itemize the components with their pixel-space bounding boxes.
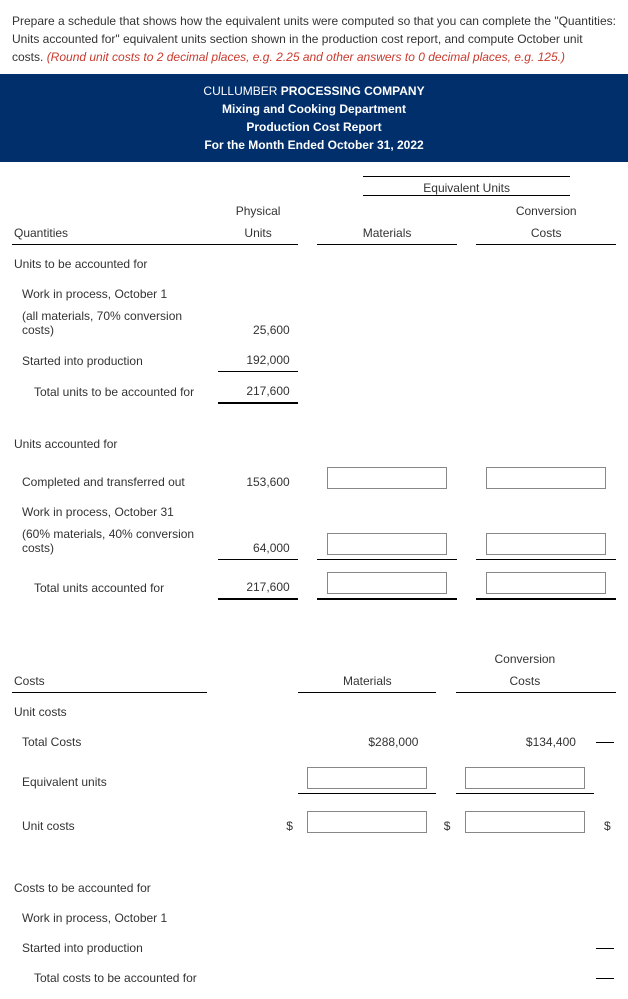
costs-hdr: Costs <box>12 670 207 693</box>
row-started-prod-c: Started into production <box>12 937 207 959</box>
row-total-costs: Total Costs <box>12 731 207 753</box>
input-total-mat[interactable] <box>327 572 447 594</box>
physical-hdr-1: Physical <box>218 200 297 222</box>
row-equiv-units: Equivalent units <box>12 763 207 794</box>
dollar-1: $ <box>286 819 296 833</box>
header-line3: Production Cost Report <box>246 120 381 134</box>
dash-2 <box>596 948 614 949</box>
row-wip-oct1-a: Work in process, October 1 <box>12 283 218 305</box>
row-total-costs-acct: Total costs to be accounted for <box>12 967 207 989</box>
report-header: CULLUMBER PROCESSING COMPANY Mixing and … <box>0 74 628 162</box>
row-wip-oct31-b: (60% materials, 40% conversion costs) <box>12 523 218 559</box>
row-total-units-to-acct: Total units to be accounted for <box>12 380 218 403</box>
row-total-units-acct-for: Total units accounted for <box>12 568 218 599</box>
val-wip-oct31: 64,000 <box>218 523 297 559</box>
row-units-to-be-acct: Units to be accounted for <box>12 253 218 275</box>
input-total-conv[interactable] <box>486 572 606 594</box>
materials-hdr: Materials <box>317 222 457 245</box>
company-bold: PROCESSING COMPANY <box>281 84 425 98</box>
quantities-table: Equivalent Units Physical Conversion Qua… <box>12 172 616 600</box>
conv-hdr-c1: Conversion <box>456 648 594 670</box>
row-wip-oct1-b: (all materials, 70% conversion costs) <box>12 305 218 341</box>
row-unit-costs-2: Unit costs <box>12 807 207 837</box>
row-completed-out: Completed and transferred out <box>12 463 218 493</box>
input-wip31-conv[interactable] <box>486 533 606 555</box>
header-line2: Mixing and Cooking Department <box>222 102 406 116</box>
row-started-prod: Started into production <box>12 349 218 372</box>
row-units-acct-for: Units accounted for <box>12 433 218 455</box>
costs-table: Conversion Costs Materials Costs Unit co… <box>12 648 616 990</box>
val-wip-oct1: 25,600 <box>218 305 297 341</box>
val-total-units-to-acct: 217,600 <box>218 380 297 403</box>
quantities-hdr: Quantities <box>12 222 218 245</box>
input-wip31-mat[interactable] <box>327 533 447 555</box>
val-completed-out: 153,600 <box>218 463 297 493</box>
val-total-costs-mat: $288,000 <box>298 731 436 753</box>
row-unit-costs: Unit costs <box>12 701 207 723</box>
header-line4: For the Month Ended October 31, 2022 <box>204 138 423 152</box>
physical-hdr-2: Units <box>218 222 297 245</box>
val-started-prod: 192,000 <box>218 349 297 372</box>
conv-hdr-c2: Costs <box>456 670 594 693</box>
conversion-hdr-2: Costs <box>476 222 616 245</box>
materials-hdr-c: Materials <box>298 670 436 693</box>
conversion-hdr-1: Conversion <box>476 200 616 222</box>
dash-3 <box>596 978 614 979</box>
instructions-red: (Round unit costs to 2 decimal places, e… <box>47 50 565 64</box>
instructions-block: Prepare a schedule that shows how the eq… <box>0 0 628 74</box>
company-prefix: CULLUMBER <box>203 84 280 98</box>
input-equiv-conv[interactable] <box>465 767 585 789</box>
input-completed-mat[interactable] <box>327 467 447 489</box>
row-wip-oct1-c: Work in process, October 1 <box>12 907 207 929</box>
dollar-3: $ <box>604 819 614 833</box>
report-body: Equivalent Units Physical Conversion Qua… <box>0 162 628 999</box>
dash-1 <box>596 742 614 743</box>
val-total-units-acct-for: 217,600 <box>218 568 297 599</box>
val-total-costs-conv: $134,400 <box>456 731 594 753</box>
equiv-units-header: Equivalent Units <box>363 176 570 196</box>
row-costs-to-be-acct: Costs to be accounted for <box>12 877 207 899</box>
input-equiv-mat[interactable] <box>307 767 427 789</box>
dollar-2: $ <box>444 819 454 833</box>
input-completed-conv[interactable] <box>486 467 606 489</box>
row-wip-oct31-a: Work in process, October 31 <box>12 501 218 523</box>
